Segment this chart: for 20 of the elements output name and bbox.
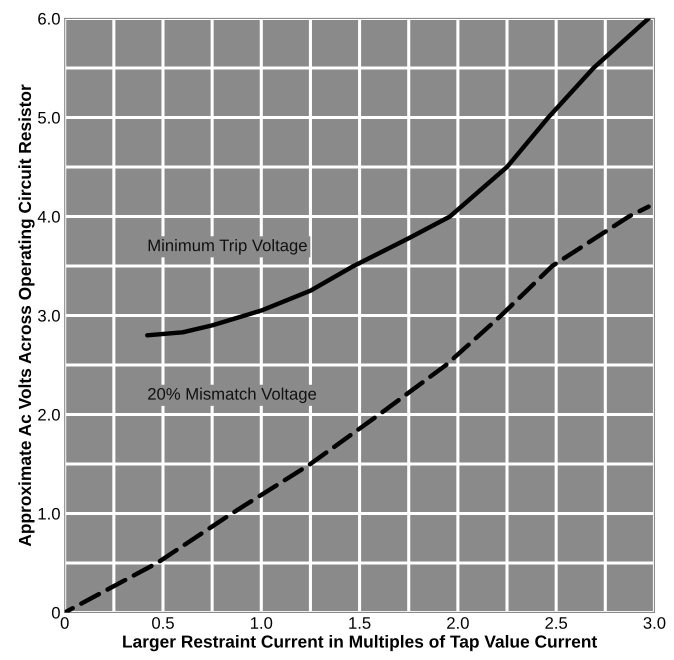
y-axis-title: Approximate Ac Volts Across Operating Circuit Resistor — [18, 84, 35, 546]
y-tick-label: 3.0 — [38, 310, 60, 322]
x-tick-label: 0 — [60, 617, 69, 629]
y-tick-label: 1.0 — [38, 508, 60, 520]
x-tick-label: 2.0 — [447, 617, 469, 629]
x-tick-label: 3.0 — [644, 617, 666, 629]
y-tick-label: 5.0 — [38, 112, 60, 124]
line-series — [64, 204, 651, 612]
x-tick-label: 2.5 — [545, 617, 568, 629]
x-tick-label: 1.0 — [250, 617, 272, 629]
y-tick-label: 4.0 — [38, 210, 60, 223]
x-tick-label: 1.5 — [349, 617, 370, 629]
series-label: Minimum Trip Voltage — [148, 239, 307, 255]
line-series — [145, 18, 651, 338]
y-tick-label: 0 — [52, 606, 60, 619]
text: 20% Mismatch Voltage — [148, 388, 316, 404]
x-axis-title: Larger Restraint Current in Multiples of Tap Value Current — [123, 634, 598, 652]
y-tick-label: 2.0 — [38, 408, 60, 421]
x-tick-label: 0.5 — [152, 617, 174, 629]
y-tick-label: 6.0 — [38, 12, 60, 25]
